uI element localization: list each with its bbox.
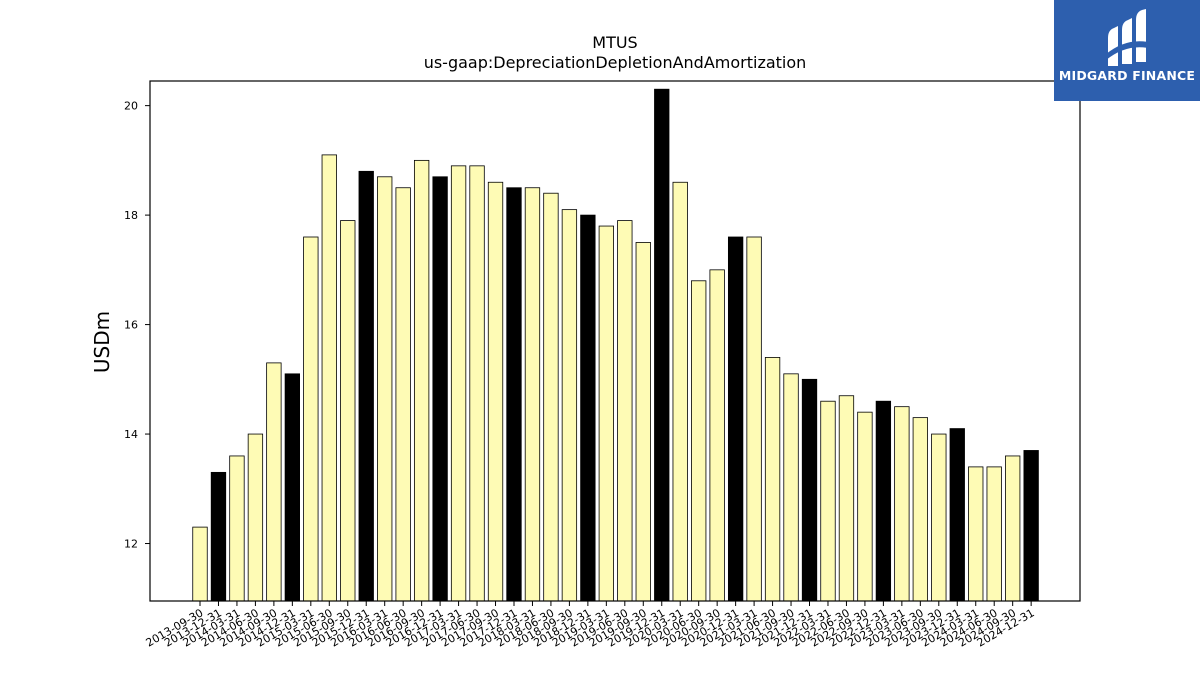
chart-subtitle: us-gaap:DepreciationDepletionAndAmortiza… [424,53,807,72]
bar [746,236,762,602]
bar-series [192,88,1039,602]
bar [377,176,393,602]
bar [820,400,836,602]
y-tick-label: 18 [124,209,138,222]
bar [949,428,965,602]
bar [857,411,873,602]
brand-logo: MIDGARD FINANCE [1054,0,1200,101]
bar [321,154,337,602]
bar [358,170,374,602]
bar [450,165,467,602]
bar [561,209,578,602]
bar [691,280,707,602]
y-tick-label: 12 [124,538,138,551]
bar [894,406,910,602]
bar [247,433,264,602]
bar [598,225,614,602]
bar [340,220,356,602]
bar [986,466,1002,602]
bar [487,181,504,602]
bar [432,176,448,602]
bar [709,269,725,602]
y-axis-ticks: 12 14 16 18 20 [124,100,150,551]
bar [838,395,855,602]
bar [469,165,485,602]
x-axis-ticks: 2013-09-302013-12-312014-03-312014-06-30… [144,601,1037,650]
bar [524,187,541,602]
bar [654,88,670,602]
bar [968,466,984,602]
bar [783,373,799,602]
bar [506,187,522,602]
plot-frame [149,80,1081,602]
bar [543,192,559,602]
bar [1023,450,1039,602]
bar [580,214,596,602]
bar [672,181,688,602]
bar [229,455,245,602]
bar [635,242,651,602]
bar [266,362,282,602]
bar [617,220,633,602]
midgard-logo-icon [1106,9,1148,66]
bar [210,471,227,602]
bar [413,159,430,602]
bar [764,357,781,602]
y-tick-label: 20 [124,100,138,113]
bar [395,187,411,602]
y-tick-label: 14 [124,428,138,441]
y-tick-label: 16 [124,319,138,332]
bar [192,526,208,602]
bar [912,417,928,602]
bar [727,236,744,602]
y-axis-label: USDm [90,311,114,373]
bar [931,433,947,602]
bar [1005,455,1021,602]
logo-text: MIDGARD FINANCE [1058,68,1196,83]
bar [303,236,319,602]
chart-title: MTUS [592,33,637,52]
bar [801,378,818,602]
bar [284,373,301,602]
bar [875,400,892,602]
